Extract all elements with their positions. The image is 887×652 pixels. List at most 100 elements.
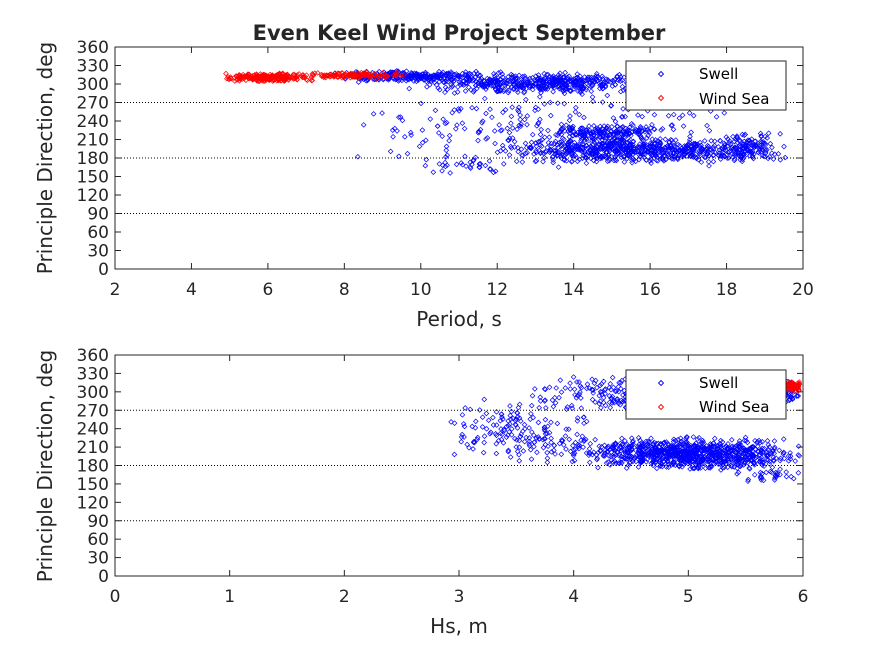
bot-swell-point [791,476,796,481]
top-y-axis-label: Principle Direction, deg [33,42,57,274]
bot-swell-point [463,406,468,411]
top-swell-point [567,118,572,123]
top-x-tick-label: 14 [563,280,585,300]
bot-swell-point [514,445,519,450]
top-swell-point [610,124,615,129]
top-swell-point [488,107,493,112]
bot-y-tick-label: 300 [77,383,109,403]
bot-swell-point [529,457,534,462]
top-swell-point [507,153,512,158]
top-swell-point [474,106,479,111]
top-swell-point [771,157,776,162]
top-swell-point [380,111,385,116]
top-x-tick-label: 10 [410,280,432,300]
top-swell-point [470,105,475,110]
bot-swell-point [549,420,554,425]
bottom-x-axis-label: Hs, m [430,614,488,638]
bot-swell-point [571,375,576,380]
bot-swell-point [523,427,528,432]
top-swell-point [577,112,582,117]
bot-swell-point [616,384,621,389]
bot-swell-point [579,406,584,411]
top-swell-point [436,131,441,136]
bot-swell-point [459,439,464,444]
top-scatter-plot: 2 4 6 8 10 12 14 16 18 20 03060901201501802102402… [33,38,814,331]
top-swell-point [538,132,543,137]
top-swell-point [731,134,736,139]
bot-swell-point [491,415,496,420]
top-swell-point [622,160,627,165]
top-swell-point [778,132,783,137]
top-swell-point [361,123,366,128]
bot-swell-point [789,474,794,479]
bot-swell-point [572,458,577,463]
top-swell-point [476,138,481,143]
top-swell-point [492,71,497,76]
bot-swell-point [491,423,496,428]
bot-x-tick-label: 4 [568,587,579,607]
top-swell-point [523,141,528,146]
top-x-tick-label: 2 [110,280,121,300]
bot-swell-point [529,411,534,416]
bot-swell-point [564,407,569,412]
top-swell-point [450,110,455,115]
top-x-tick-label: 6 [262,280,273,300]
bot-swell-point [452,452,457,457]
bot-y-tick-label: 120 [77,493,109,513]
bot-swell-point [784,474,789,479]
bot-swell-point [784,470,789,475]
bot-x-tick-label: 5 [683,587,694,607]
top-swell-point [371,112,376,117]
bot-swell-point [563,434,568,439]
top-swell-point [783,155,788,160]
top-swell-point [525,114,530,119]
top-swell-point [687,111,692,116]
bot-swell-point [603,403,608,408]
top-swell-point [671,112,676,117]
top-swell-point [391,135,396,140]
bot-swell-point [535,450,540,455]
top-swell-point [514,159,519,164]
top-swell-point [447,138,452,143]
bot-swell-point [793,459,798,464]
top-swell-point [706,159,711,164]
bot-swell-point [494,423,499,428]
top-swell-point [456,85,461,90]
top-swell-point [574,105,579,110]
top-swell-point [605,93,610,98]
bot-swell-point [468,407,473,412]
bot-swell-point [608,405,613,410]
bot-swell-point [494,451,499,456]
bot-swell-point [471,447,476,452]
top-swell-point [505,126,510,131]
top-swell-point [483,163,488,168]
top-x-tick-label: 4 [186,280,197,300]
bot-swell-point [529,403,534,408]
top-swell-point [405,151,410,156]
top-y-tick-label: 90 [87,205,109,225]
top-swell-point [490,115,495,120]
top-swell-point [702,139,707,144]
top-swell-point [495,150,500,155]
bot-swell-point [593,437,598,442]
top-swell-point [666,113,671,118]
top-swell-point [407,86,412,91]
bot-swell-point [528,417,533,422]
bot-swell-point [482,440,487,445]
top-swell-point [782,144,787,149]
bot-swell-point [778,467,783,472]
top-y-tick-label: 330 [77,57,109,77]
top-swell-point [582,115,587,120]
top-y-tick-label: 60 [87,223,109,243]
bottom-legend: Swell Wind Sea [626,370,786,419]
bot-swell-point [568,381,573,386]
top-swell-point [419,101,424,106]
bot-y-tick-label: 270 [77,401,109,421]
bot-swell-point [764,470,769,475]
top-swell-point [547,135,552,140]
bot-swell-point [537,405,542,410]
top-swell-point [681,124,686,129]
top-swell-point [441,117,446,122]
bot-x-tick-label: 2 [339,587,350,607]
top-swell-point [524,97,529,102]
